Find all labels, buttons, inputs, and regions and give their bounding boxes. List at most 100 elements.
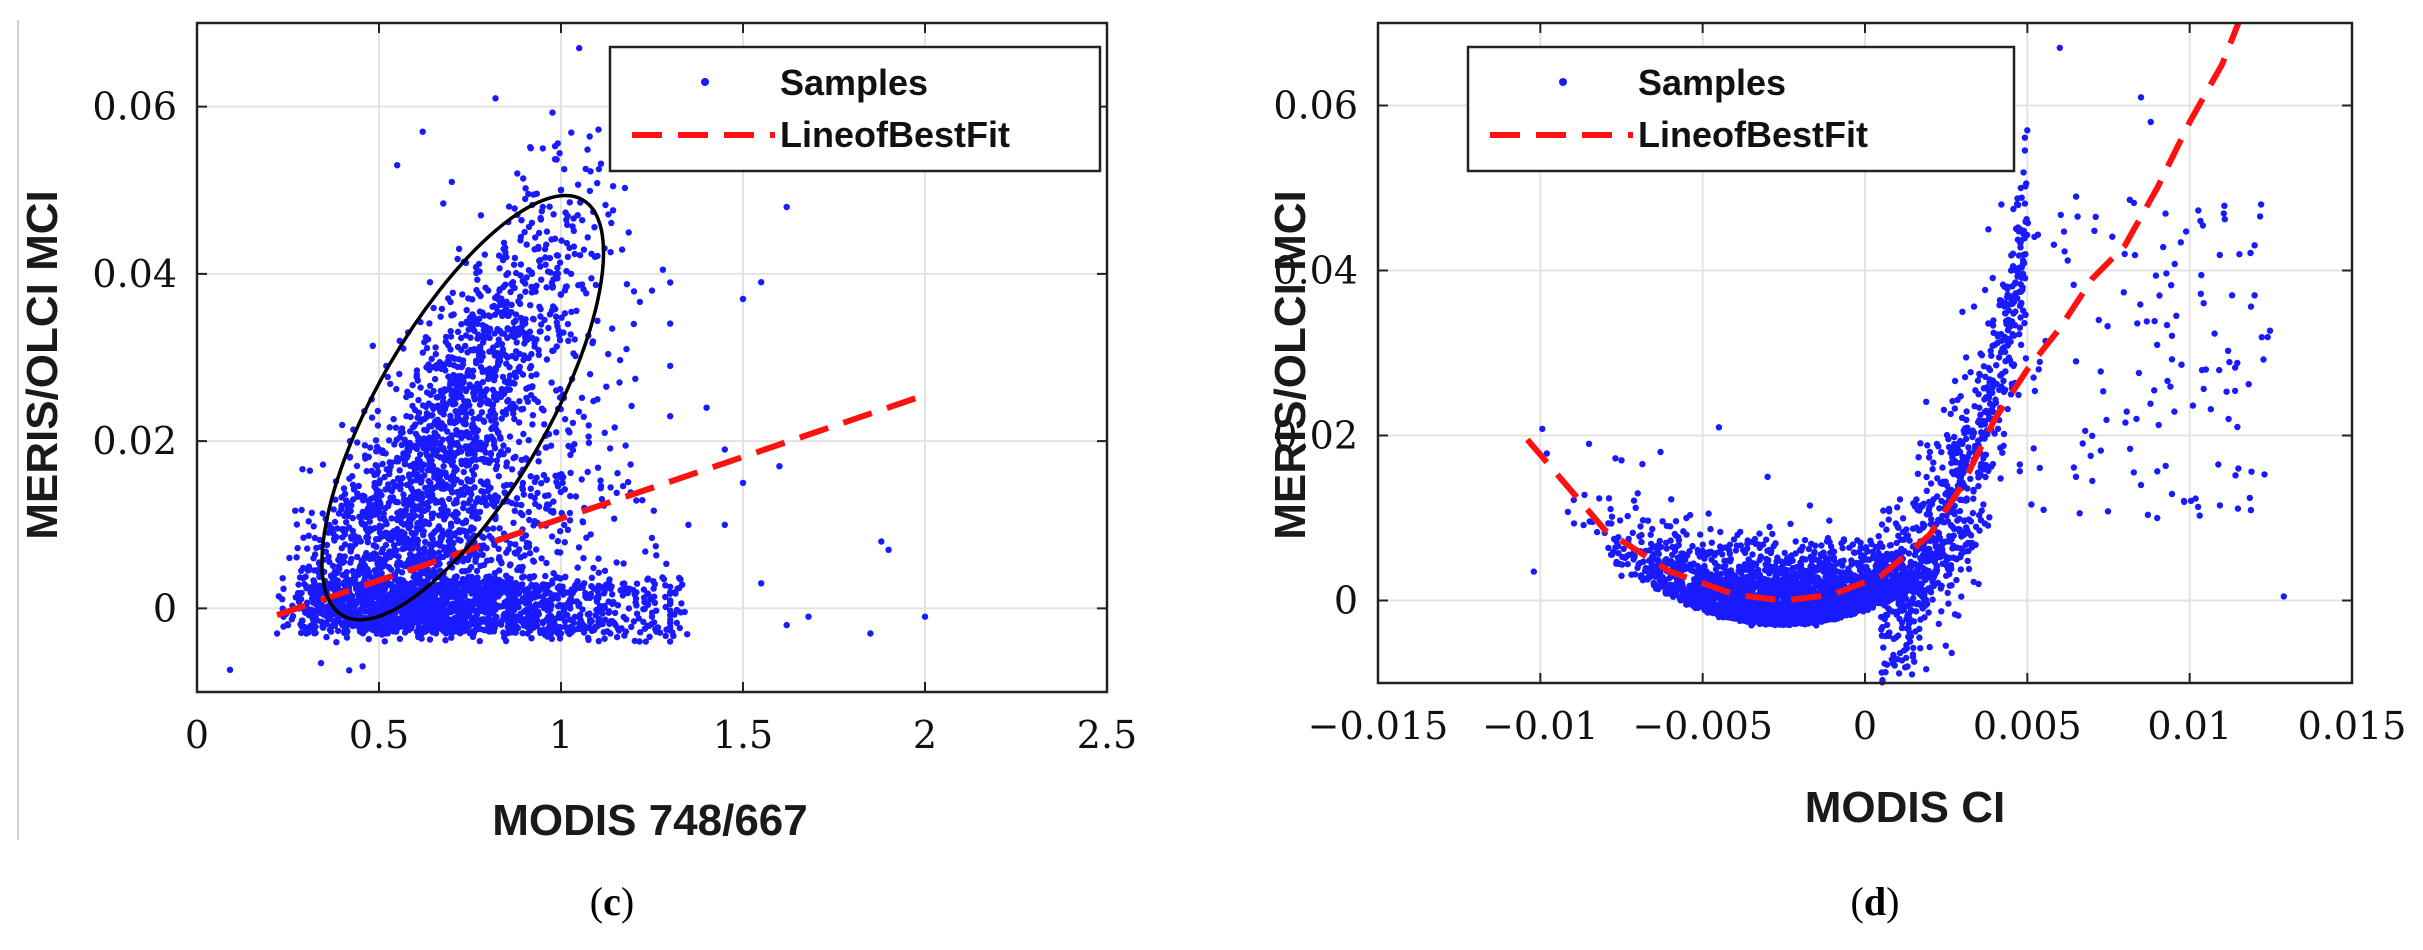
sample-point <box>597 485 604 492</box>
sample-point <box>472 498 480 506</box>
sample-point <box>413 445 420 453</box>
sample-point <box>522 185 529 192</box>
sample-point <box>372 437 380 444</box>
sample-point <box>511 549 518 556</box>
sample-point <box>1885 516 1892 523</box>
sample-point <box>531 494 538 502</box>
sample-point <box>469 421 476 428</box>
sample-point <box>485 621 492 629</box>
x-tick-label-c: 1 <box>549 713 573 757</box>
sample-point <box>381 505 389 512</box>
sample-point <box>469 311 476 318</box>
sample-point <box>448 634 455 641</box>
sample-point <box>425 575 432 582</box>
sample-point <box>472 591 479 598</box>
sample-point <box>450 387 457 395</box>
sample-point <box>355 482 362 490</box>
sample-point <box>405 626 413 634</box>
sample-point <box>1616 517 1624 524</box>
sample-point <box>543 284 550 291</box>
sample-point <box>758 279 765 286</box>
sample-point <box>578 582 586 589</box>
sample-point <box>502 411 509 418</box>
sample-point <box>533 582 540 590</box>
sample-point <box>466 601 474 608</box>
sample-point <box>666 638 674 645</box>
sample-point <box>520 175 527 182</box>
sample-point <box>374 422 382 429</box>
panel-d: −0.015 −0.01 −0.005 0 0.005 0.01 0.01500.020.0… <box>1266 21 2406 924</box>
sample-point <box>776 463 783 470</box>
sample-point <box>417 513 425 520</box>
sample-point <box>293 554 300 561</box>
sample-point <box>632 599 639 606</box>
sample-point <box>583 534 590 541</box>
sample-point <box>363 596 370 604</box>
sample-point <box>370 555 377 562</box>
sample-point <box>342 580 349 588</box>
sample-point <box>867 630 874 637</box>
sample-point <box>564 212 571 220</box>
sample-point <box>758 580 765 587</box>
sample-point <box>383 466 390 473</box>
sample-point <box>466 607 473 614</box>
sample-point <box>346 606 353 613</box>
sample-point <box>400 450 407 457</box>
sample-point <box>613 559 620 566</box>
sample-point <box>398 441 405 449</box>
sample-point <box>412 571 419 579</box>
sample-point <box>359 663 366 670</box>
sample-point <box>480 481 487 488</box>
sample-point <box>396 370 403 378</box>
sample-point <box>601 604 608 611</box>
sample-point <box>578 618 585 626</box>
sample-point <box>450 481 457 488</box>
sample-point <box>456 385 463 392</box>
sample-point <box>449 401 457 408</box>
sample-point <box>650 619 658 626</box>
sample-point <box>508 466 516 473</box>
sample-point <box>667 279 674 286</box>
sample-point <box>607 249 614 256</box>
sample-point <box>1630 497 1638 504</box>
sample-point <box>403 412 410 420</box>
sample-point <box>585 636 592 644</box>
sample-point <box>607 630 614 637</box>
sample-point <box>359 497 367 504</box>
sample-point <box>470 580 477 588</box>
sample-point <box>460 468 467 476</box>
sample-point <box>525 223 533 231</box>
sample-point <box>1769 530 1776 538</box>
sample-point <box>434 433 441 440</box>
sample-point <box>490 627 497 635</box>
sample-point <box>557 488 564 496</box>
sample-point <box>458 597 465 604</box>
sample-point <box>437 600 444 608</box>
sample-point <box>554 270 562 277</box>
sample-point <box>454 363 461 371</box>
sample-point <box>684 631 691 638</box>
sample-point <box>525 508 532 516</box>
sample-point <box>531 343 538 350</box>
sample-point <box>453 418 460 425</box>
sample-point <box>435 523 443 530</box>
sample-point <box>305 518 312 525</box>
sample-point <box>341 553 348 560</box>
sample-point <box>334 567 341 575</box>
sample-point <box>1867 537 1874 544</box>
sample-point <box>413 367 421 374</box>
sample-point <box>441 469 448 476</box>
sample-point <box>432 350 439 358</box>
sample-point <box>319 510 326 517</box>
sample-point <box>601 567 609 574</box>
sample-point <box>533 546 540 553</box>
sample-point <box>630 320 637 328</box>
sample-point <box>569 589 577 596</box>
sample-point <box>637 629 644 636</box>
sample-point <box>538 405 546 412</box>
sample-point <box>479 551 486 559</box>
sample-point <box>455 536 462 543</box>
sample-point <box>437 537 444 544</box>
sample-point <box>595 569 602 576</box>
sample-point <box>569 419 577 427</box>
